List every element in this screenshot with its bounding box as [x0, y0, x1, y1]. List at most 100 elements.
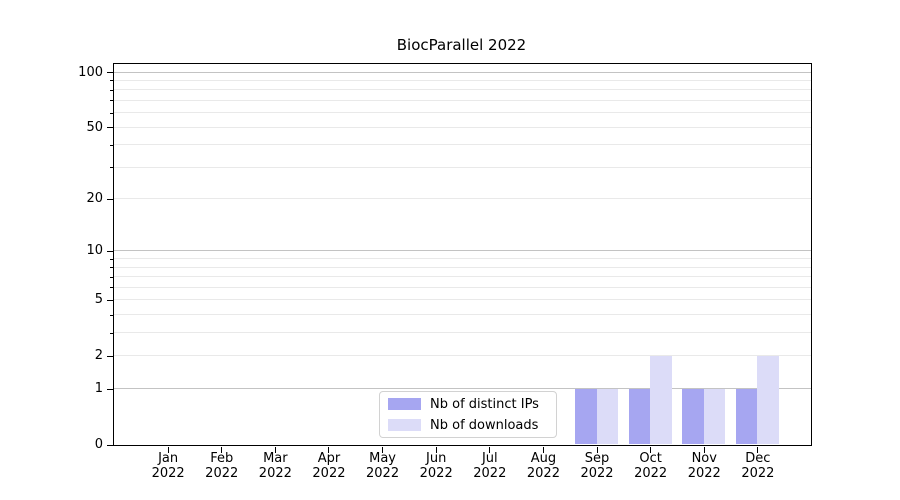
x-axis-tick-label: Jan 2022 — [138, 451, 198, 481]
x-tick-label-year: 2022 — [580, 466, 614, 481]
y-axis-minor-tick — [110, 287, 113, 289]
x-axis-tick-label: May 2022 — [353, 451, 413, 481]
minor-gridline — [114, 286, 811, 288]
y-axis-minor-tick — [110, 167, 113, 169]
x-axis-tick-label: Oct 2022 — [621, 451, 681, 481]
major-gridline — [114, 388, 811, 390]
x-axis-tick — [650, 446, 652, 453]
y-axis-minor-tick — [110, 144, 113, 146]
y-axis-tick-label: 2 — [94, 348, 103, 364]
x-axis-tick — [489, 446, 491, 453]
x-tick-label-month: Aug — [530, 451, 557, 466]
x-axis-tick — [435, 446, 437, 453]
x-axis-tick-label: Feb 2022 — [192, 451, 252, 481]
plot-area — [113, 62, 812, 446]
x-axis-tick-label: Jul 2022 — [460, 451, 520, 481]
minor-gridline — [114, 314, 811, 316]
x-tick-label-month: Dec — [745, 451, 771, 466]
x-axis-tick — [542, 446, 544, 453]
y-axis-minor-tick — [110, 112, 113, 114]
major-gridline — [114, 250, 811, 252]
y-axis-tick — [107, 299, 113, 301]
legend: Nb of distinct IPs Nb of downloads — [379, 391, 557, 438]
y-axis-minor-tick — [110, 89, 113, 91]
x-axis-tick-label: Aug 2022 — [513, 451, 573, 481]
x-tick-label-year: 2022 — [258, 466, 292, 481]
x-axis-tick — [596, 446, 598, 453]
x-axis-tick-label: Apr 2022 — [299, 451, 359, 481]
x-axis-tick-label: Nov 2022 — [674, 451, 734, 481]
x-tick-label-month: Oct — [639, 451, 662, 466]
bar-distinct-ips-oct — [628, 388, 651, 445]
x-axis-tick-label: Sep 2022 — [567, 451, 627, 481]
y-axis-tick — [107, 72, 113, 73]
x-tick-label-month: Mar — [263, 451, 288, 466]
y-axis-tick-label: 0 — [94, 437, 103, 452]
bar-distinct-ips-dec — [735, 388, 758, 445]
y-axis-minor-tick — [110, 332, 113, 334]
x-tick-label-year: 2022 — [687, 466, 721, 481]
legend-item-downloads: Nb of downloads — [388, 417, 556, 434]
chart-title: BiocParallel 2022 — [396, 36, 527, 54]
y-axis-tick-label: 50 — [86, 119, 103, 135]
x-axis-tick-label: Dec 2022 — [728, 451, 788, 481]
minor-gridline — [114, 276, 811, 278]
y-axis-minor-tick — [110, 276, 113, 278]
minor-gridline — [114, 126, 811, 128]
y-axis-tick — [107, 444, 113, 446]
x-axis-tick — [274, 446, 276, 453]
minor-gridline — [114, 258, 811, 260]
y-axis-tick-label: 20 — [86, 191, 103, 207]
x-axis-tick — [167, 446, 169, 453]
x-tick-label-year: 2022 — [741, 466, 775, 481]
x-tick-label-month: Nov — [691, 451, 717, 466]
minor-gridline — [114, 332, 811, 334]
y-axis-tick-label: 100 — [78, 64, 103, 80]
x-axis-tick-label: Mar 2022 — [245, 451, 305, 481]
minor-gridline — [114, 112, 811, 114]
y-axis-tick — [107, 388, 113, 390]
x-tick-label-year: 2022 — [366, 466, 400, 481]
y-axis-minor-tick — [110, 314, 113, 316]
minor-gridline — [114, 266, 811, 268]
x-tick-label-month: Apr — [317, 451, 341, 466]
minor-gridline — [114, 89, 811, 91]
x-tick-label-month: Feb — [210, 451, 234, 466]
x-axis-tick — [221, 446, 223, 453]
y-axis-tick-label: 5 — [94, 292, 103, 308]
minor-gridline — [114, 99, 811, 101]
legend-item-distinct-ips: Nb of distinct IPs — [388, 396, 556, 413]
y-axis-tick — [107, 250, 113, 252]
bar-distinct-ips-sep — [575, 388, 597, 445]
legend-label-downloads: Nb of downloads — [430, 417, 539, 433]
bar-downloads-nov — [703, 388, 726, 445]
y-axis-minor-tick — [110, 80, 113, 82]
x-axis-tick — [382, 446, 384, 453]
x-tick-label-year: 2022 — [151, 466, 185, 481]
legend-swatch-distinct-ips — [388, 398, 421, 410]
bar-downloads-dec — [757, 355, 779, 445]
minor-gridline — [114, 299, 811, 301]
x-tick-label-month: Jan — [158, 451, 179, 466]
y-axis-minor-tick — [110, 267, 113, 269]
x-tick-label-month: Jun — [426, 451, 447, 466]
x-axis-tick — [757, 446, 759, 453]
y-axis-tick-label: 10 — [86, 243, 103, 259]
bar-distinct-ips-nov — [682, 388, 704, 445]
y-axis-tick — [107, 127, 113, 129]
minor-gridline — [114, 166, 811, 168]
minor-gridline — [114, 79, 811, 81]
minor-gridline — [114, 144, 811, 146]
x-axis-tick — [328, 446, 330, 453]
minor-gridline — [114, 198, 811, 200]
x-tick-label-month: Sep — [584, 451, 610, 466]
x-tick-label-month: May — [369, 451, 396, 466]
bar-downloads-sep — [596, 388, 619, 445]
x-axis-tick — [703, 446, 705, 453]
x-tick-label-year: 2022 — [634, 466, 668, 481]
y-axis-minor-tick — [110, 100, 113, 102]
legend-swatch-downloads — [388, 419, 421, 431]
y-axis-tick — [107, 198, 113, 200]
y-axis-tick — [107, 355, 113, 357]
